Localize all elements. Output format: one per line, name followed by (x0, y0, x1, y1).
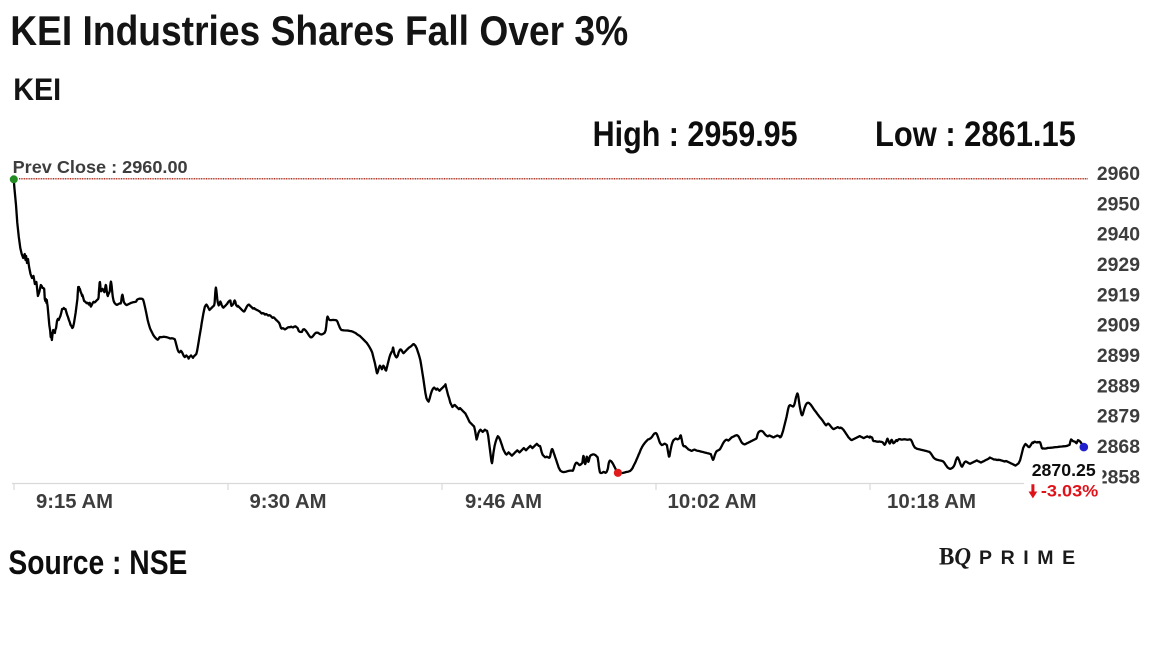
svg-text:BQ: BQ (939, 542, 971, 571)
svg-text:10:18 AM: 10:18 AM (887, 491, 976, 513)
svg-text:2899: 2899 (1097, 345, 1140, 367)
svg-text:9:46 AM: 9:46 AM (465, 491, 542, 513)
svg-text:High : 2959.95: High : 2959.95 (593, 115, 798, 154)
svg-text:2960: 2960 (1097, 163, 1140, 185)
svg-text:Low : 2861.15: Low : 2861.15 (875, 115, 1076, 154)
svg-text:2858: 2858 (1097, 466, 1140, 488)
svg-text:2868: 2868 (1097, 436, 1140, 458)
svg-text:2879: 2879 (1097, 406, 1140, 428)
svg-text:PRIME: PRIME (979, 547, 1084, 569)
svg-text:Prev Close : 2960.00: Prev Close : 2960.00 (13, 157, 188, 177)
svg-text:2919: 2919 (1097, 284, 1140, 306)
svg-text:2940: 2940 (1097, 224, 1140, 246)
svg-text:Source : NSE: Source : NSE (8, 544, 187, 582)
svg-text:-3.03%: -3.03% (1041, 482, 1098, 501)
svg-text:2889: 2889 (1097, 375, 1140, 397)
svg-text:2909: 2909 (1097, 315, 1140, 337)
svg-text:2929: 2929 (1097, 254, 1140, 276)
svg-text:KEI Industries Shares Fall Ove: KEI Industries Shares Fall Over 3% (10, 7, 628, 54)
svg-text:KEI: KEI (13, 71, 61, 107)
svg-text:10:02 AM: 10:02 AM (668, 491, 757, 513)
svg-text:9:30 AM: 9:30 AM (250, 491, 327, 513)
svg-text:9:15 AM: 9:15 AM (36, 491, 113, 513)
svg-text:2870.25: 2870.25 (1032, 460, 1096, 480)
svg-text:2950: 2950 (1097, 193, 1140, 215)
